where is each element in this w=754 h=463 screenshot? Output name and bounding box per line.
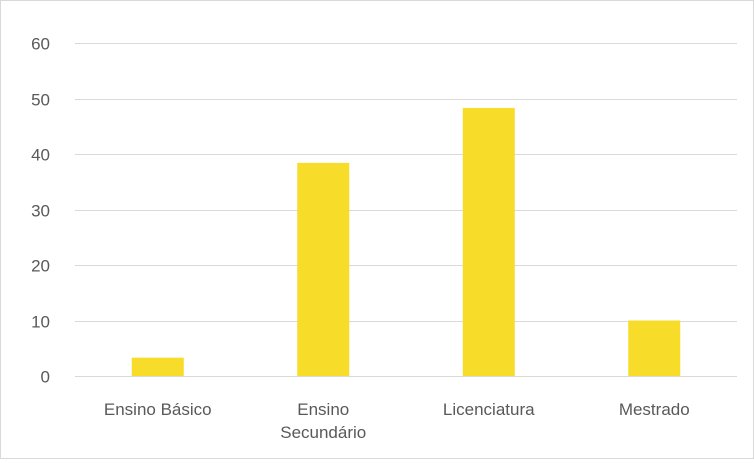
bar bbox=[131, 357, 184, 376]
y-tick-label: 10 bbox=[31, 313, 50, 332]
y-axis: 0 10 20 30 40 50 60 bbox=[31, 35, 50, 387]
x-tick-label: Ensino Básico bbox=[104, 400, 212, 419]
y-tick-label: 50 bbox=[31, 91, 50, 110]
y-tick-label: 20 bbox=[31, 257, 50, 276]
x-tick-label: Ensino Secundário bbox=[280, 400, 366, 442]
x-axis: Ensino Básico Ensino Secundário Licenciatur… bbox=[104, 400, 690, 442]
bars bbox=[131, 107, 681, 376]
x-tick-label: Licenciatura bbox=[443, 400, 535, 419]
bar bbox=[462, 107, 515, 376]
y-tick-label: 30 bbox=[31, 202, 50, 221]
y-tick-label: 0 bbox=[41, 368, 50, 387]
bar bbox=[628, 320, 681, 376]
y-tick-label: 60 bbox=[31, 35, 50, 54]
y-tick-label: 40 bbox=[31, 146, 50, 165]
bar bbox=[297, 162, 350, 376]
x-tick-label: Mestrado bbox=[619, 400, 690, 419]
gridlines bbox=[75, 43, 737, 377]
